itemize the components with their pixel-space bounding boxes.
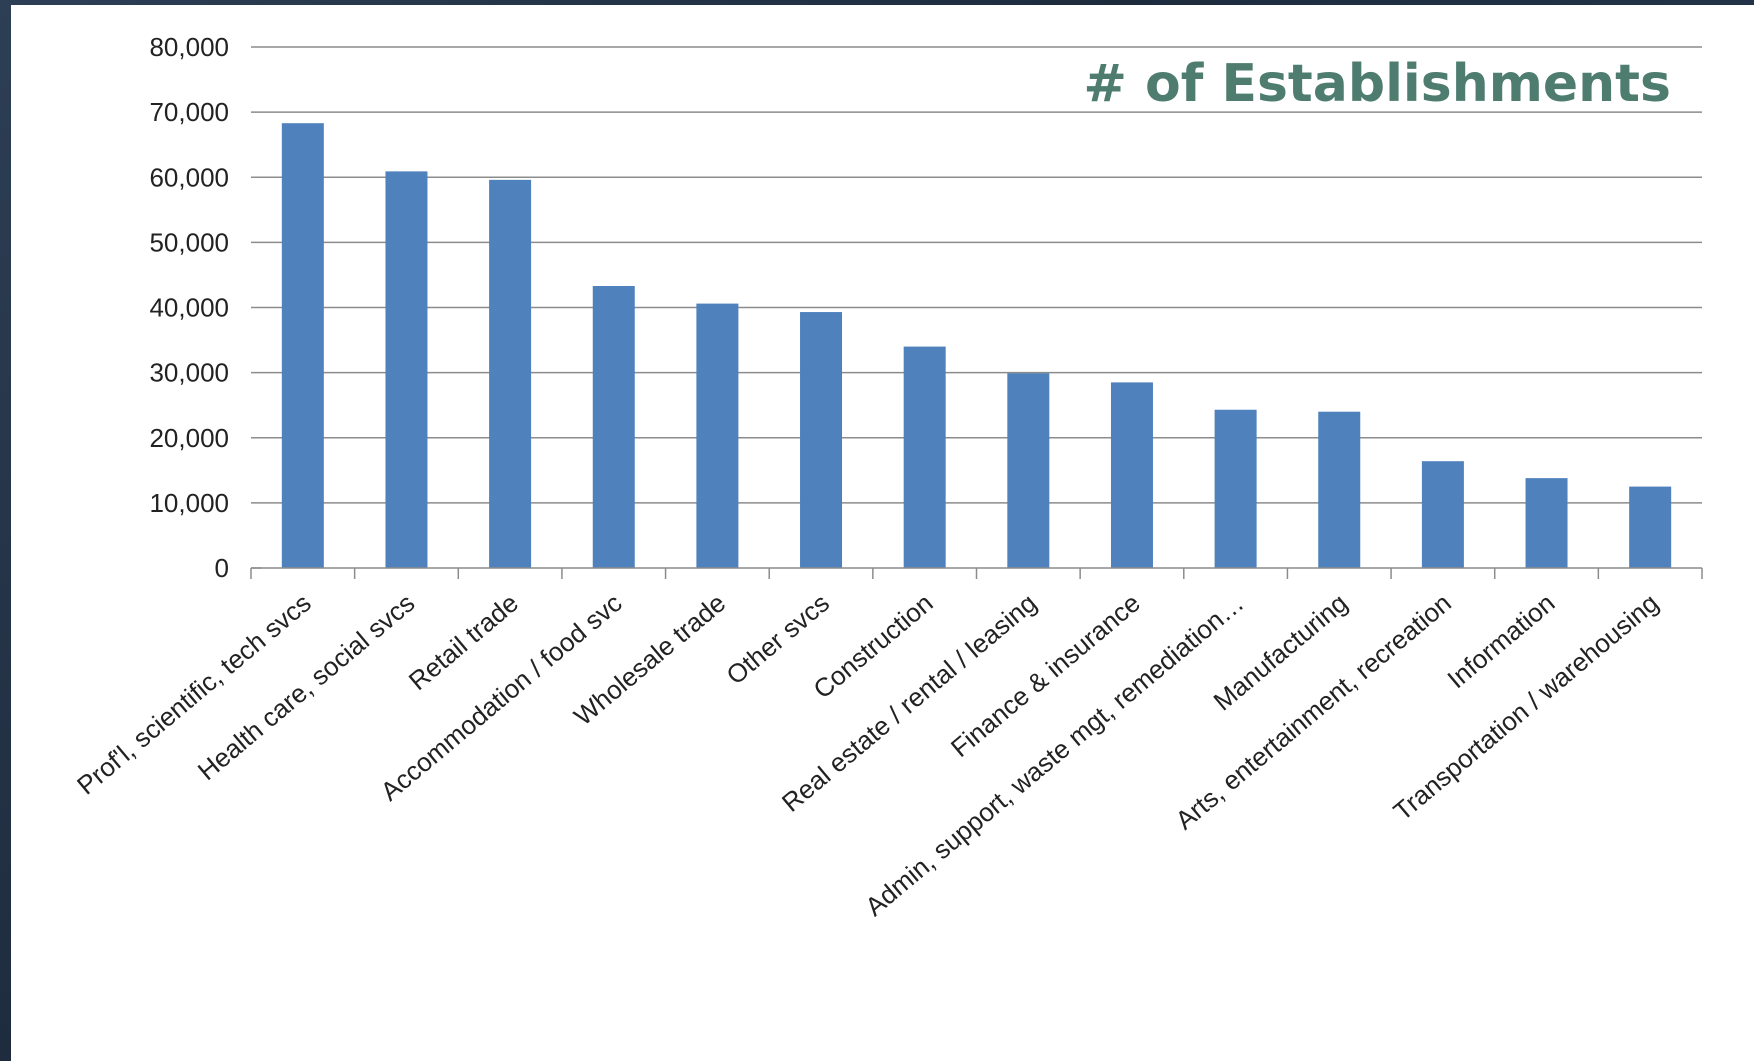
y-tick-label: 80,000 [149,32,229,62]
y-tick-label: 20,000 [149,423,229,453]
y-tick-label: 0 [215,553,229,583]
bar [1629,486,1672,568]
y-tick-label: 40,000 [149,293,229,323]
y-tick-label: 50,000 [149,227,229,257]
x-axis [250,567,1703,579]
bar [1421,461,1464,568]
bar [1007,373,1050,568]
bar [592,286,635,568]
bars [281,123,1672,569]
bar [281,123,324,568]
bar [489,179,532,569]
bar [800,312,843,568]
bar [1214,409,1257,568]
bar [385,171,428,569]
bar [903,346,946,568]
bar [1318,411,1361,568]
x-category-label: Admin, support, waste mgt, remediation… [859,588,1249,922]
gridlines [251,46,1702,504]
bar-chart: 0 10,000 20,000 30,000 40,000 50,000 60,000 70,… [71,32,1703,922]
bar [696,303,739,568]
bar [1110,382,1153,568]
y-tick-label: 10,000 [149,488,229,518]
y-tick-label: 30,000 [149,358,229,388]
chart-panel: 0 10,000 20,000 30,000 40,000 50,000 60,000 70,… [11,5,1754,1061]
y-tick-label: 60,000 [149,162,229,192]
bar [1525,478,1568,568]
y-tick-label: 70,000 [149,97,229,127]
x-category-label: Finance & insurance [945,588,1146,763]
y-axis-tick-labels: 0 10,000 20,000 30,000 40,000 50,000 60,000 70,… [149,32,229,583]
chart-title: # of Establishments [1083,54,1671,114]
